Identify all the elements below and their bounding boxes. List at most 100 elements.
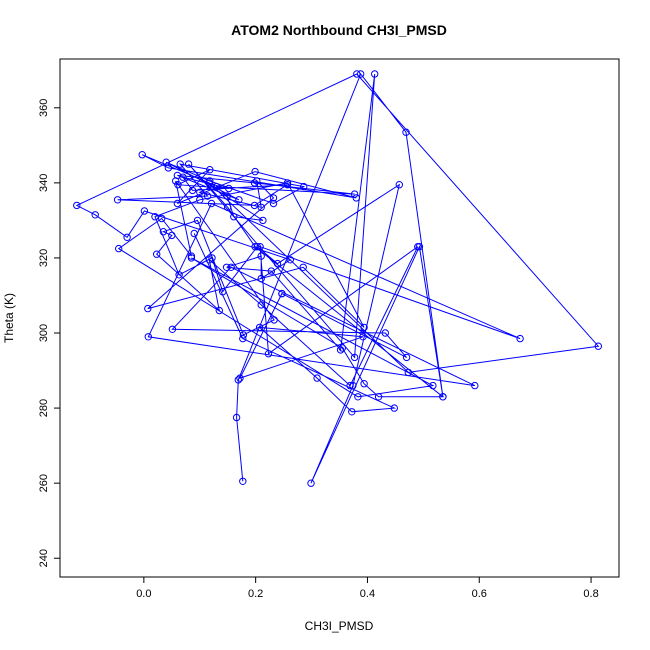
data-point bbox=[239, 477, 247, 485]
data-point bbox=[336, 346, 345, 354]
data-point bbox=[151, 213, 159, 221]
data-point bbox=[175, 271, 183, 279]
data-point bbox=[236, 374, 244, 382]
data-point bbox=[348, 408, 356, 416]
data-point bbox=[269, 199, 278, 208]
data-point bbox=[144, 304, 152, 313]
x-tick-label: 0.2 bbox=[248, 588, 263, 600]
data-point bbox=[190, 229, 198, 238]
data-point bbox=[205, 256, 214, 264]
series-line-1 bbox=[75, 73, 600, 484]
data-point bbox=[138, 151, 146, 159]
data-point bbox=[196, 188, 204, 197]
data-point bbox=[390, 404, 398, 412]
data-point bbox=[357, 70, 365, 78]
data-point bbox=[402, 128, 410, 136]
data-point bbox=[299, 263, 307, 271]
data-point bbox=[206, 166, 214, 174]
data-point bbox=[300, 182, 308, 191]
data-point bbox=[140, 207, 149, 215]
data-point bbox=[338, 344, 346, 352]
data-point bbox=[307, 479, 315, 487]
data-point bbox=[187, 252, 196, 260]
data-point bbox=[352, 194, 360, 202]
data-point bbox=[402, 353, 411, 362]
data-point bbox=[207, 199, 216, 208]
data-point bbox=[264, 350, 273, 358]
data-point bbox=[164, 164, 173, 172]
data-point bbox=[404, 368, 412, 377]
data-point bbox=[516, 334, 524, 343]
y-axis-label: Theta (K) bbox=[2, 293, 16, 343]
data-point bbox=[205, 179, 214, 187]
data-point bbox=[374, 393, 383, 401]
data-point bbox=[184, 160, 193, 168]
y-tick-label: 280 bbox=[38, 399, 50, 417]
data-point bbox=[123, 233, 131, 242]
data-point bbox=[222, 263, 231, 271]
data-point bbox=[250, 201, 259, 210]
data-point bbox=[354, 393, 362, 401]
data-point bbox=[230, 213, 238, 221]
data-point bbox=[273, 259, 282, 268]
data-point bbox=[360, 323, 368, 332]
y-tick-label: 300 bbox=[38, 324, 50, 342]
data-point bbox=[259, 216, 267, 225]
data-point bbox=[219, 288, 227, 296]
y-tick-label: 240 bbox=[38, 549, 50, 567]
data-point bbox=[193, 216, 202, 225]
y-axis: 240 260 280 300 320 340 360 bbox=[38, 99, 60, 567]
data-point bbox=[91, 211, 99, 219]
data-point bbox=[594, 342, 602, 350]
data-point bbox=[286, 256, 294, 264]
plot-area bbox=[73, 70, 602, 487]
data-point bbox=[159, 228, 168, 236]
data-point bbox=[255, 323, 264, 332]
data-point bbox=[215, 306, 224, 315]
data-point bbox=[270, 316, 278, 324]
data-point bbox=[239, 331, 248, 339]
data-point bbox=[257, 252, 265, 260]
x-tick-label: 0.4 bbox=[360, 588, 375, 600]
data-point bbox=[168, 231, 176, 240]
x-axis: 0.0 0.2 0.4 0.6 0.8 bbox=[136, 577, 599, 600]
data-point bbox=[234, 376, 243, 384]
x-tick-label: 0.6 bbox=[472, 588, 487, 600]
data-point bbox=[176, 160, 184, 168]
data-point bbox=[239, 334, 247, 343]
data-point bbox=[283, 181, 292, 189]
data-point bbox=[115, 244, 123, 253]
data-point bbox=[250, 179, 259, 187]
data-point bbox=[73, 201, 81, 210]
data-point bbox=[212, 182, 221, 191]
x-tick-label: 0.0 bbox=[136, 588, 151, 600]
data-point bbox=[256, 243, 264, 251]
data-point bbox=[439, 393, 447, 401]
data-point bbox=[203, 192, 212, 200]
data-point bbox=[360, 380, 368, 388]
data-point bbox=[196, 196, 204, 204]
data-point bbox=[168, 325, 177, 333]
data-point bbox=[269, 194, 278, 202]
data-point bbox=[251, 243, 259, 251]
x-tick-label: 0.8 bbox=[583, 588, 598, 600]
data-point bbox=[253, 243, 261, 251]
data-point bbox=[257, 203, 265, 212]
data-point bbox=[381, 329, 389, 337]
data-point bbox=[353, 70, 361, 78]
data-point bbox=[346, 381, 354, 390]
chart-title: ATOM2 Northbound CH3I_PMSD bbox=[231, 22, 447, 38]
data-point bbox=[267, 267, 275, 275]
data-point bbox=[232, 413, 241, 422]
y-tick-label: 360 bbox=[38, 99, 50, 117]
data-point bbox=[188, 186, 197, 195]
plot-frame bbox=[59, 58, 620, 578]
data-point bbox=[224, 203, 232, 212]
data-point bbox=[144, 333, 153, 341]
data-point bbox=[172, 177, 180, 185]
data-point bbox=[173, 199, 182, 208]
data-point bbox=[253, 177, 261, 185]
data-point bbox=[158, 214, 166, 223]
data-point bbox=[471, 381, 479, 390]
